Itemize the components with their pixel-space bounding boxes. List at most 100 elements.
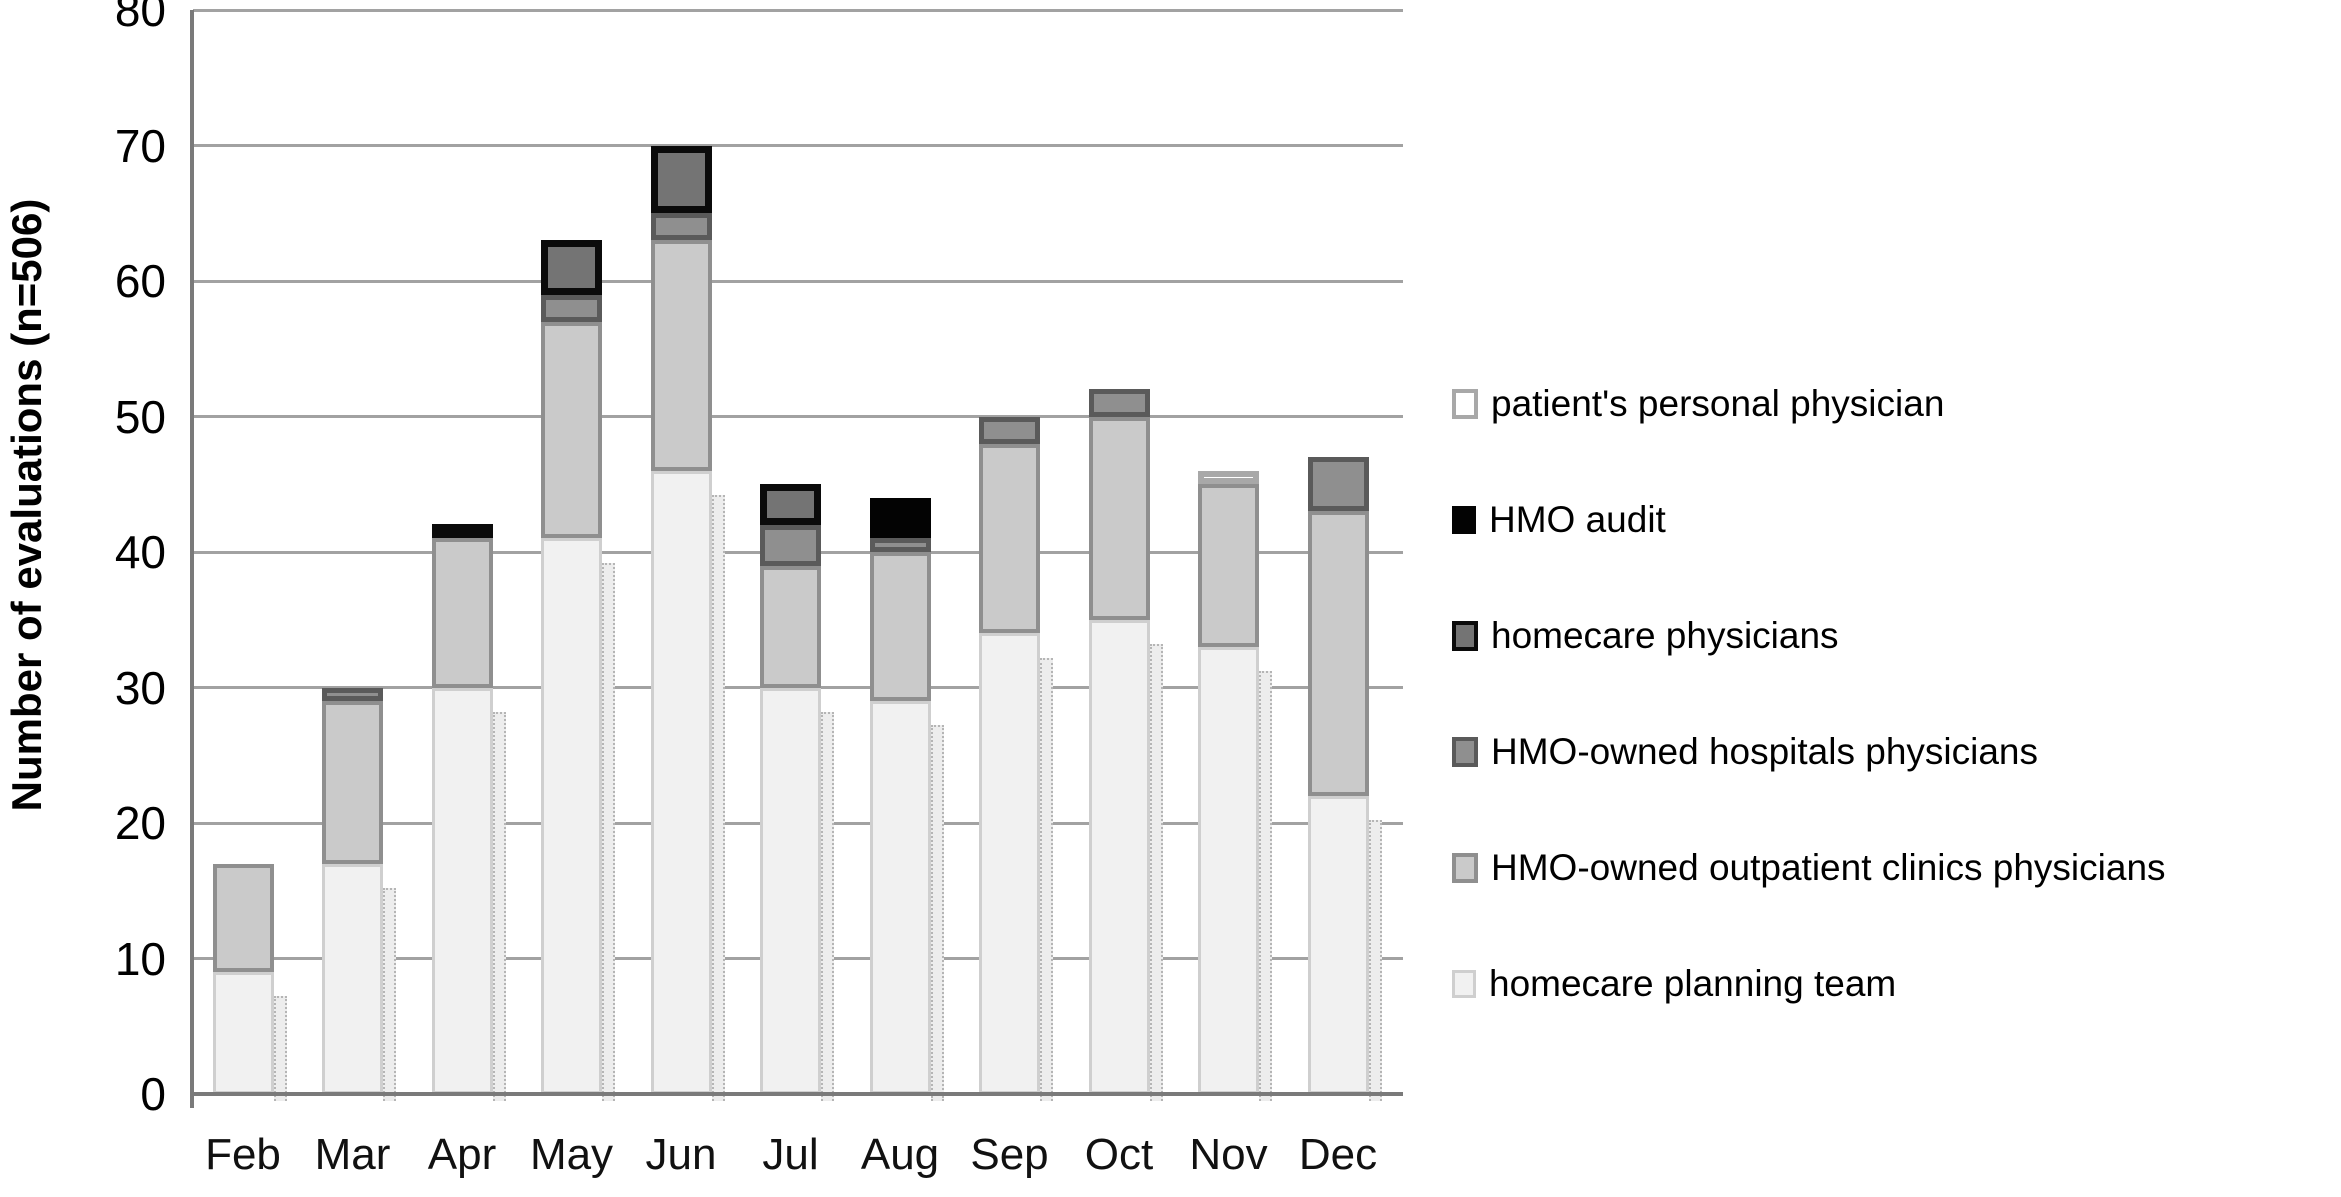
bar-segment-jul-hmo-owned-hospitals-physicians <box>760 524 821 566</box>
legend-swatch-homecare-planning-team-icon <box>1452 970 1476 998</box>
month-label-oct: Oct <box>1084 1130 1154 1179</box>
bar-segment-sep-hmo-owned-hospitals-physicians <box>979 416 1040 444</box>
bar-shadow-aug <box>930 725 944 1101</box>
month-label-jul: Jul <box>762 1130 819 1179</box>
bar-jul <box>760 484 821 1094</box>
bar-segment-jun-hmo-owned-hospitals-physicians <box>650 213 712 241</box>
bar-segment-may-hmo-owned-hospitals-physicians <box>541 294 602 322</box>
bar-shadow-nov <box>1259 671 1272 1101</box>
month-label-aug: Aug <box>860 1130 940 1179</box>
bar-segment-oct-homecare-planning-team <box>1088 619 1150 1094</box>
legend-swatch-hmo-audit-icon <box>1452 506 1476 534</box>
month-label-mar: Mar <box>314 1130 391 1179</box>
legend-swatch-hmo-owned-outpatient-clinics-physicians-icon <box>1452 853 1478 883</box>
y-tick-label-80: 80 <box>114 0 166 36</box>
bar-shadow-feb <box>273 996 287 1101</box>
bar-segment-feb-hmo-owned-outpatient-clinics-physicians <box>212 863 274 973</box>
bar-segment-jun-hmo-owned-outpatient-clinics-physicians <box>650 240 712 471</box>
legend-item-hmo-audit: HMO audit <box>1452 499 2166 541</box>
bar-shadow-mar <box>383 888 396 1101</box>
bar-segment-sep-homecare-planning-team <box>979 633 1040 1094</box>
bar-shadow-jul <box>821 711 834 1101</box>
legend-label-homecare-planning-team: homecare planning team <box>1489 963 1897 1004</box>
bar-segment-mar-homecare-planning-team <box>322 863 383 1094</box>
bar-segment-jun-homecare-planning-team <box>650 470 712 1094</box>
bar-segment-aug-hmo-owned-outpatient-clinics-physicians <box>869 552 931 702</box>
bar-segment-nov-homecare-planning-team <box>1198 646 1259 1094</box>
bar-sep <box>979 416 1040 1094</box>
bar-segment-aug-hmo-audit <box>869 497 931 539</box>
bar-shadow-dec <box>1368 820 1382 1101</box>
bar-segment-may-homecare-planning-team <box>541 538 602 1094</box>
bar-segment-oct-hmo-owned-outpatient-clinics-physicians <box>1088 416 1150 620</box>
bar-segment-jul-homecare-planning-team <box>760 687 821 1094</box>
month-label-feb: Feb <box>205 1130 281 1179</box>
bar-segment-may-homecare-physicians <box>541 240 602 295</box>
y-tick-label-0: 0 <box>140 1068 166 1120</box>
bar-apr <box>431 524 493 1094</box>
bar-segment-apr-homecare-physicians <box>431 524 493 539</box>
month-label-nov: Nov <box>1189 1130 1268 1179</box>
bar-shadow-jun <box>711 495 725 1101</box>
gridline-80 <box>193 8 1403 12</box>
legend-label-hmo-owned-outpatient-clinics-physicians: HMO-owned outpatient clinics physicians <box>1491 847 2166 888</box>
bar-shadow-may <box>602 562 615 1101</box>
bar-segment-oct-hmo-owned-hospitals-physicians <box>1088 389 1150 417</box>
legend-label-hmo-audit: HMO audit <box>1489 499 1666 540</box>
bar-may <box>541 240 602 1094</box>
legend-label-hmo-owned-hospitals-physicians: HMO-owned hospitals physicians <box>1491 731 2039 772</box>
bar-dec <box>1307 457 1369 1094</box>
bar-mar <box>322 687 383 1094</box>
chart-legend: patient's personal physician HMO audit hom… <box>1452 383 2166 1005</box>
plot-area <box>193 8 1403 1101</box>
bar-shadow-apr <box>492 711 506 1101</box>
bar-segment-dec-homecare-planning-team <box>1307 795 1369 1094</box>
month-label-dec: Dec <box>1298 1130 1378 1179</box>
month-label-jun: Jun <box>645 1130 717 1179</box>
bar-segment-mar-hmo-owned-outpatient-clinics-physicians <box>322 701 383 864</box>
y-tick-label-30: 30 <box>114 661 166 714</box>
bar-segment-apr-hmo-owned-outpatient-clinics-physicians <box>431 538 493 688</box>
legend-swatch-patient-s-personal-physician-icon <box>1452 389 1478 419</box>
bar-segment-aug-homecare-planning-team <box>869 701 931 1094</box>
bar-segment-mar-hmo-owned-hospitals-physicians <box>322 687 383 702</box>
legend-item-hmo-owned-outpatient-clinics-physicians: HMO-owned outpatient clinics physicians <box>1452 847 2166 889</box>
bar-segment-jul-homecare-physicians <box>760 484 821 525</box>
x-axis-baseline <box>193 1092 1403 1096</box>
bar-segment-may-hmo-owned-outpatient-clinics-physicians <box>541 321 602 539</box>
gridline-60 <box>193 279 1403 283</box>
bar-oct <box>1088 389 1150 1094</box>
y-tick-label-60: 60 <box>114 255 166 307</box>
bar-segment-sep-hmo-owned-outpatient-clinics-physicians <box>979 443 1040 634</box>
y-tick-label-70: 70 <box>114 119 166 172</box>
bar-segment-nov-hmo-owned-outpatient-clinics-physicians <box>1198 484 1259 647</box>
legend-label-homecare-physicians: homecare physicians <box>1491 615 1839 656</box>
bar-segment-feb-homecare-planning-team <box>212 972 274 1094</box>
month-label-apr: Apr <box>427 1130 497 1179</box>
month-label-may: May <box>529 1130 614 1179</box>
bar-shadow-oct <box>1149 644 1163 1101</box>
bar-aug <box>869 497 931 1094</box>
y-tick-label-10: 10 <box>114 932 166 985</box>
legend-item-hmo-owned-hospitals-physicians: HMO-owned hospitals physicians <box>1452 731 2166 773</box>
bar-nov <box>1198 470 1259 1094</box>
bar-segment-dec-hmo-owned-hospitals-physicians <box>1307 457 1369 512</box>
gridline-70 <box>193 144 1403 147</box>
bar-segment-nov-patient-s-personal-physician <box>1198 470 1259 485</box>
legend-item-patient-s-personal-physician: patient's personal physician <box>1452 383 2166 425</box>
gridline-50 <box>193 415 1403 418</box>
month-label-sep: Sep <box>970 1130 1049 1179</box>
bar-segment-apr-homecare-planning-team <box>431 687 493 1094</box>
bar-segment-aug-hmo-owned-hospitals-physicians <box>869 538 931 553</box>
legend-item-homecare-physicians: homecare physicians <box>1452 615 2166 657</box>
bar-segment-jun-homecare-physicians <box>650 145 712 214</box>
y-tick-label-50: 50 <box>114 390 166 443</box>
bar-segment-jul-hmo-owned-outpatient-clinics-physicians <box>760 565 821 688</box>
legend-item-homecare-planning-team: homecare planning team <box>1452 963 2166 1005</box>
legend-label-patient-s-personal-physician: patient's personal physician <box>1491 383 1945 424</box>
bar-shadow-sep <box>1040 657 1053 1101</box>
bar-feb <box>212 863 274 1094</box>
bar-jun <box>650 145 712 1094</box>
legend-swatch-homecare-physicians-icon <box>1452 621 1478 651</box>
y-axis-line <box>190 10 194 1108</box>
